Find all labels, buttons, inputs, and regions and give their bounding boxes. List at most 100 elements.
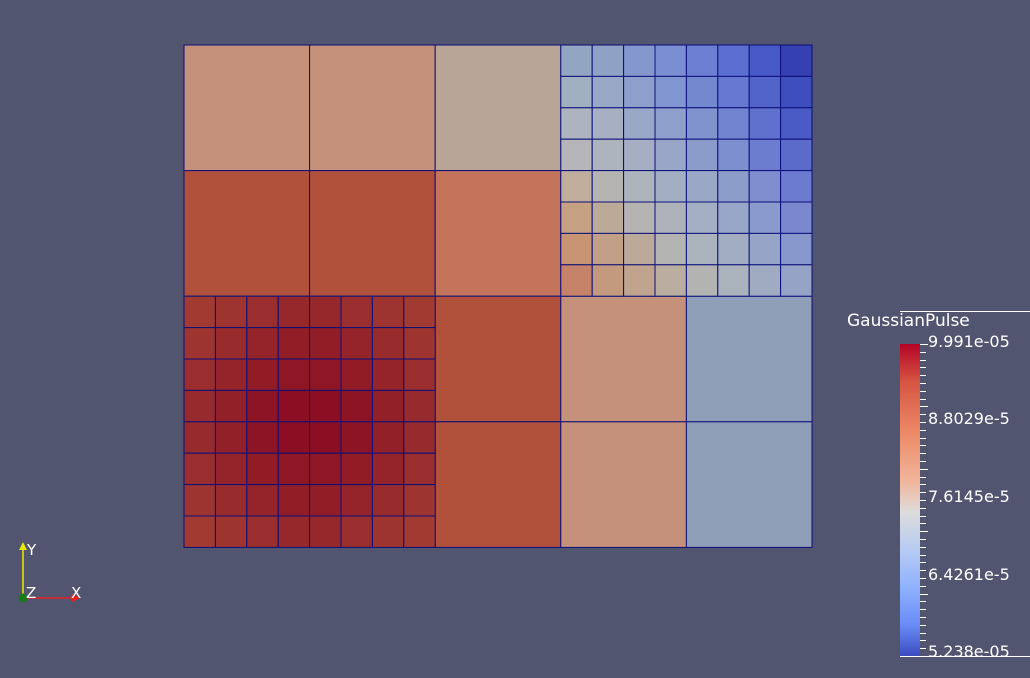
mesh-cell-fine bbox=[717, 75, 750, 109]
mesh-cell-fine bbox=[591, 44, 625, 77]
mesh-cell-fine bbox=[403, 515, 436, 548]
scalar-bar-tick bbox=[920, 539, 926, 540]
scalar-bar-tick bbox=[920, 492, 926, 494]
scalar-bar-tick bbox=[920, 609, 926, 611]
mesh-cell-fine bbox=[717, 44, 750, 77]
mesh-cell-fine bbox=[591, 107, 625, 140]
mesh-cell-coarse bbox=[434, 44, 562, 172]
scalar-bar-tick bbox=[920, 437, 926, 439]
mesh-cell-coarse bbox=[685, 295, 813, 423]
scalar-bar-tick bbox=[920, 632, 926, 634]
mesh-cell-fine bbox=[591, 201, 625, 234]
mesh-cell-fine bbox=[277, 452, 311, 486]
mesh-cell-coarse bbox=[434, 421, 562, 548]
mesh-cell-fine bbox=[214, 421, 248, 454]
mesh-cell-fine bbox=[654, 170, 687, 203]
mesh-cell-fine bbox=[748, 44, 782, 77]
mesh-cell-fine bbox=[748, 138, 782, 172]
scalar-bar-tick bbox=[920, 484, 926, 486]
mesh-cell-fine bbox=[277, 358, 311, 391]
mesh-cell-coarse bbox=[685, 421, 813, 548]
mesh-cell-fine bbox=[371, 484, 405, 517]
scalar-bar-tick bbox=[920, 390, 926, 392]
scalar-bar-tick bbox=[920, 351, 926, 353]
mesh-cell-fine bbox=[685, 201, 719, 234]
mesh-cell-fine bbox=[183, 358, 216, 391]
mesh-cell-coarse bbox=[183, 170, 311, 297]
scalar-bar-tick bbox=[920, 624, 926, 626]
scalar-bar-tick bbox=[920, 398, 926, 400]
mesh-cell-fine bbox=[277, 389, 311, 423]
mesh-cell-fine bbox=[685, 170, 719, 203]
mesh-cell-fine bbox=[309, 358, 342, 391]
mesh-cell-fine bbox=[654, 264, 687, 297]
mesh-cell-fine bbox=[623, 201, 656, 234]
mesh-cell-fine bbox=[560, 138, 593, 172]
mesh-cell-fine bbox=[403, 358, 436, 391]
scalar-bar-title: GaussianPulse bbox=[847, 311, 970, 331]
mesh-cell-fine bbox=[654, 44, 687, 77]
mesh-cell-fine bbox=[214, 389, 248, 423]
mesh-cell-coarse bbox=[560, 421, 687, 548]
mesh-cell-fine bbox=[560, 44, 593, 77]
mesh-cell-fine bbox=[685, 232, 719, 266]
mesh-cell-fine bbox=[654, 75, 687, 109]
mesh-cell-fine bbox=[591, 170, 625, 203]
mesh-cell-fine bbox=[309, 327, 342, 360]
mesh-cell-fine bbox=[340, 358, 373, 391]
mesh-cell-fine bbox=[780, 107, 813, 140]
scalar-bar-tick bbox=[920, 359, 926, 361]
scalar-bar-bottom-rule bbox=[900, 656, 1030, 657]
mesh-cell-fine bbox=[183, 421, 216, 454]
mesh-cell-fine bbox=[214, 295, 248, 329]
mesh-cell-coarse bbox=[434, 295, 562, 423]
mesh-cell-fine bbox=[780, 232, 813, 266]
scalar-bar-tick bbox=[920, 367, 926, 369]
mesh-cell-fine bbox=[277, 484, 311, 517]
z-axis-label: Z bbox=[26, 584, 36, 602]
scalar-label-max: 9.991e-05 bbox=[928, 332, 1010, 351]
mesh-cell-fine bbox=[560, 264, 593, 297]
mesh-cell-fine bbox=[371, 358, 405, 391]
scalar-bar-tick bbox=[920, 585, 926, 587]
mesh-cell-fine bbox=[371, 327, 405, 360]
scalar-bar-top-rule bbox=[900, 311, 1030, 312]
mesh-cell-fine bbox=[780, 264, 813, 297]
scalar-bar-tick bbox=[920, 531, 928, 533]
mesh-cell-fine bbox=[277, 327, 311, 360]
mesh-cell-fine bbox=[214, 515, 248, 548]
mesh-cell-coarse bbox=[309, 170, 436, 297]
mesh-cell-fine bbox=[214, 452, 248, 486]
mesh-cell-fine bbox=[560, 75, 593, 109]
scalar-bar-tick bbox=[920, 445, 926, 447]
mesh-cell-fine bbox=[591, 75, 625, 109]
scalar-bar-gradient bbox=[900, 344, 920, 656]
mesh-cell-fine bbox=[246, 389, 279, 423]
mesh-cell-coarse bbox=[434, 170, 562, 297]
scalar-bar-tick bbox=[920, 554, 926, 556]
mesh-cell-fine bbox=[246, 421, 279, 454]
mesh-cell-fine bbox=[560, 201, 593, 234]
mesh-cell-fine bbox=[685, 107, 719, 140]
mesh-cell-fine bbox=[183, 515, 216, 548]
mesh-cell-fine bbox=[371, 389, 405, 423]
scalar-bar-tick bbox=[920, 422, 926, 423]
mesh-cell-fine bbox=[246, 327, 279, 360]
mesh-cell-fine bbox=[748, 170, 782, 203]
mesh-cell-fine bbox=[560, 107, 593, 140]
scalar-bar-tick bbox=[920, 640, 926, 642]
mesh-cell-fine bbox=[214, 358, 248, 391]
mesh-cell-fine bbox=[246, 484, 279, 517]
mesh-cell-fine bbox=[717, 232, 750, 266]
mesh-cell-fine bbox=[685, 75, 719, 109]
mesh-cell-fine bbox=[309, 452, 342, 486]
mesh-cell-fine bbox=[623, 75, 656, 109]
mesh-cell-fine bbox=[309, 421, 342, 454]
mesh-cell-fine bbox=[246, 452, 279, 486]
scalar-bar-tick bbox=[920, 344, 928, 345]
mesh-cell-fine bbox=[748, 107, 782, 140]
mesh-cell-fine bbox=[309, 484, 342, 517]
mesh-cell-fine bbox=[214, 327, 248, 360]
mesh-cell-fine bbox=[183, 327, 216, 360]
